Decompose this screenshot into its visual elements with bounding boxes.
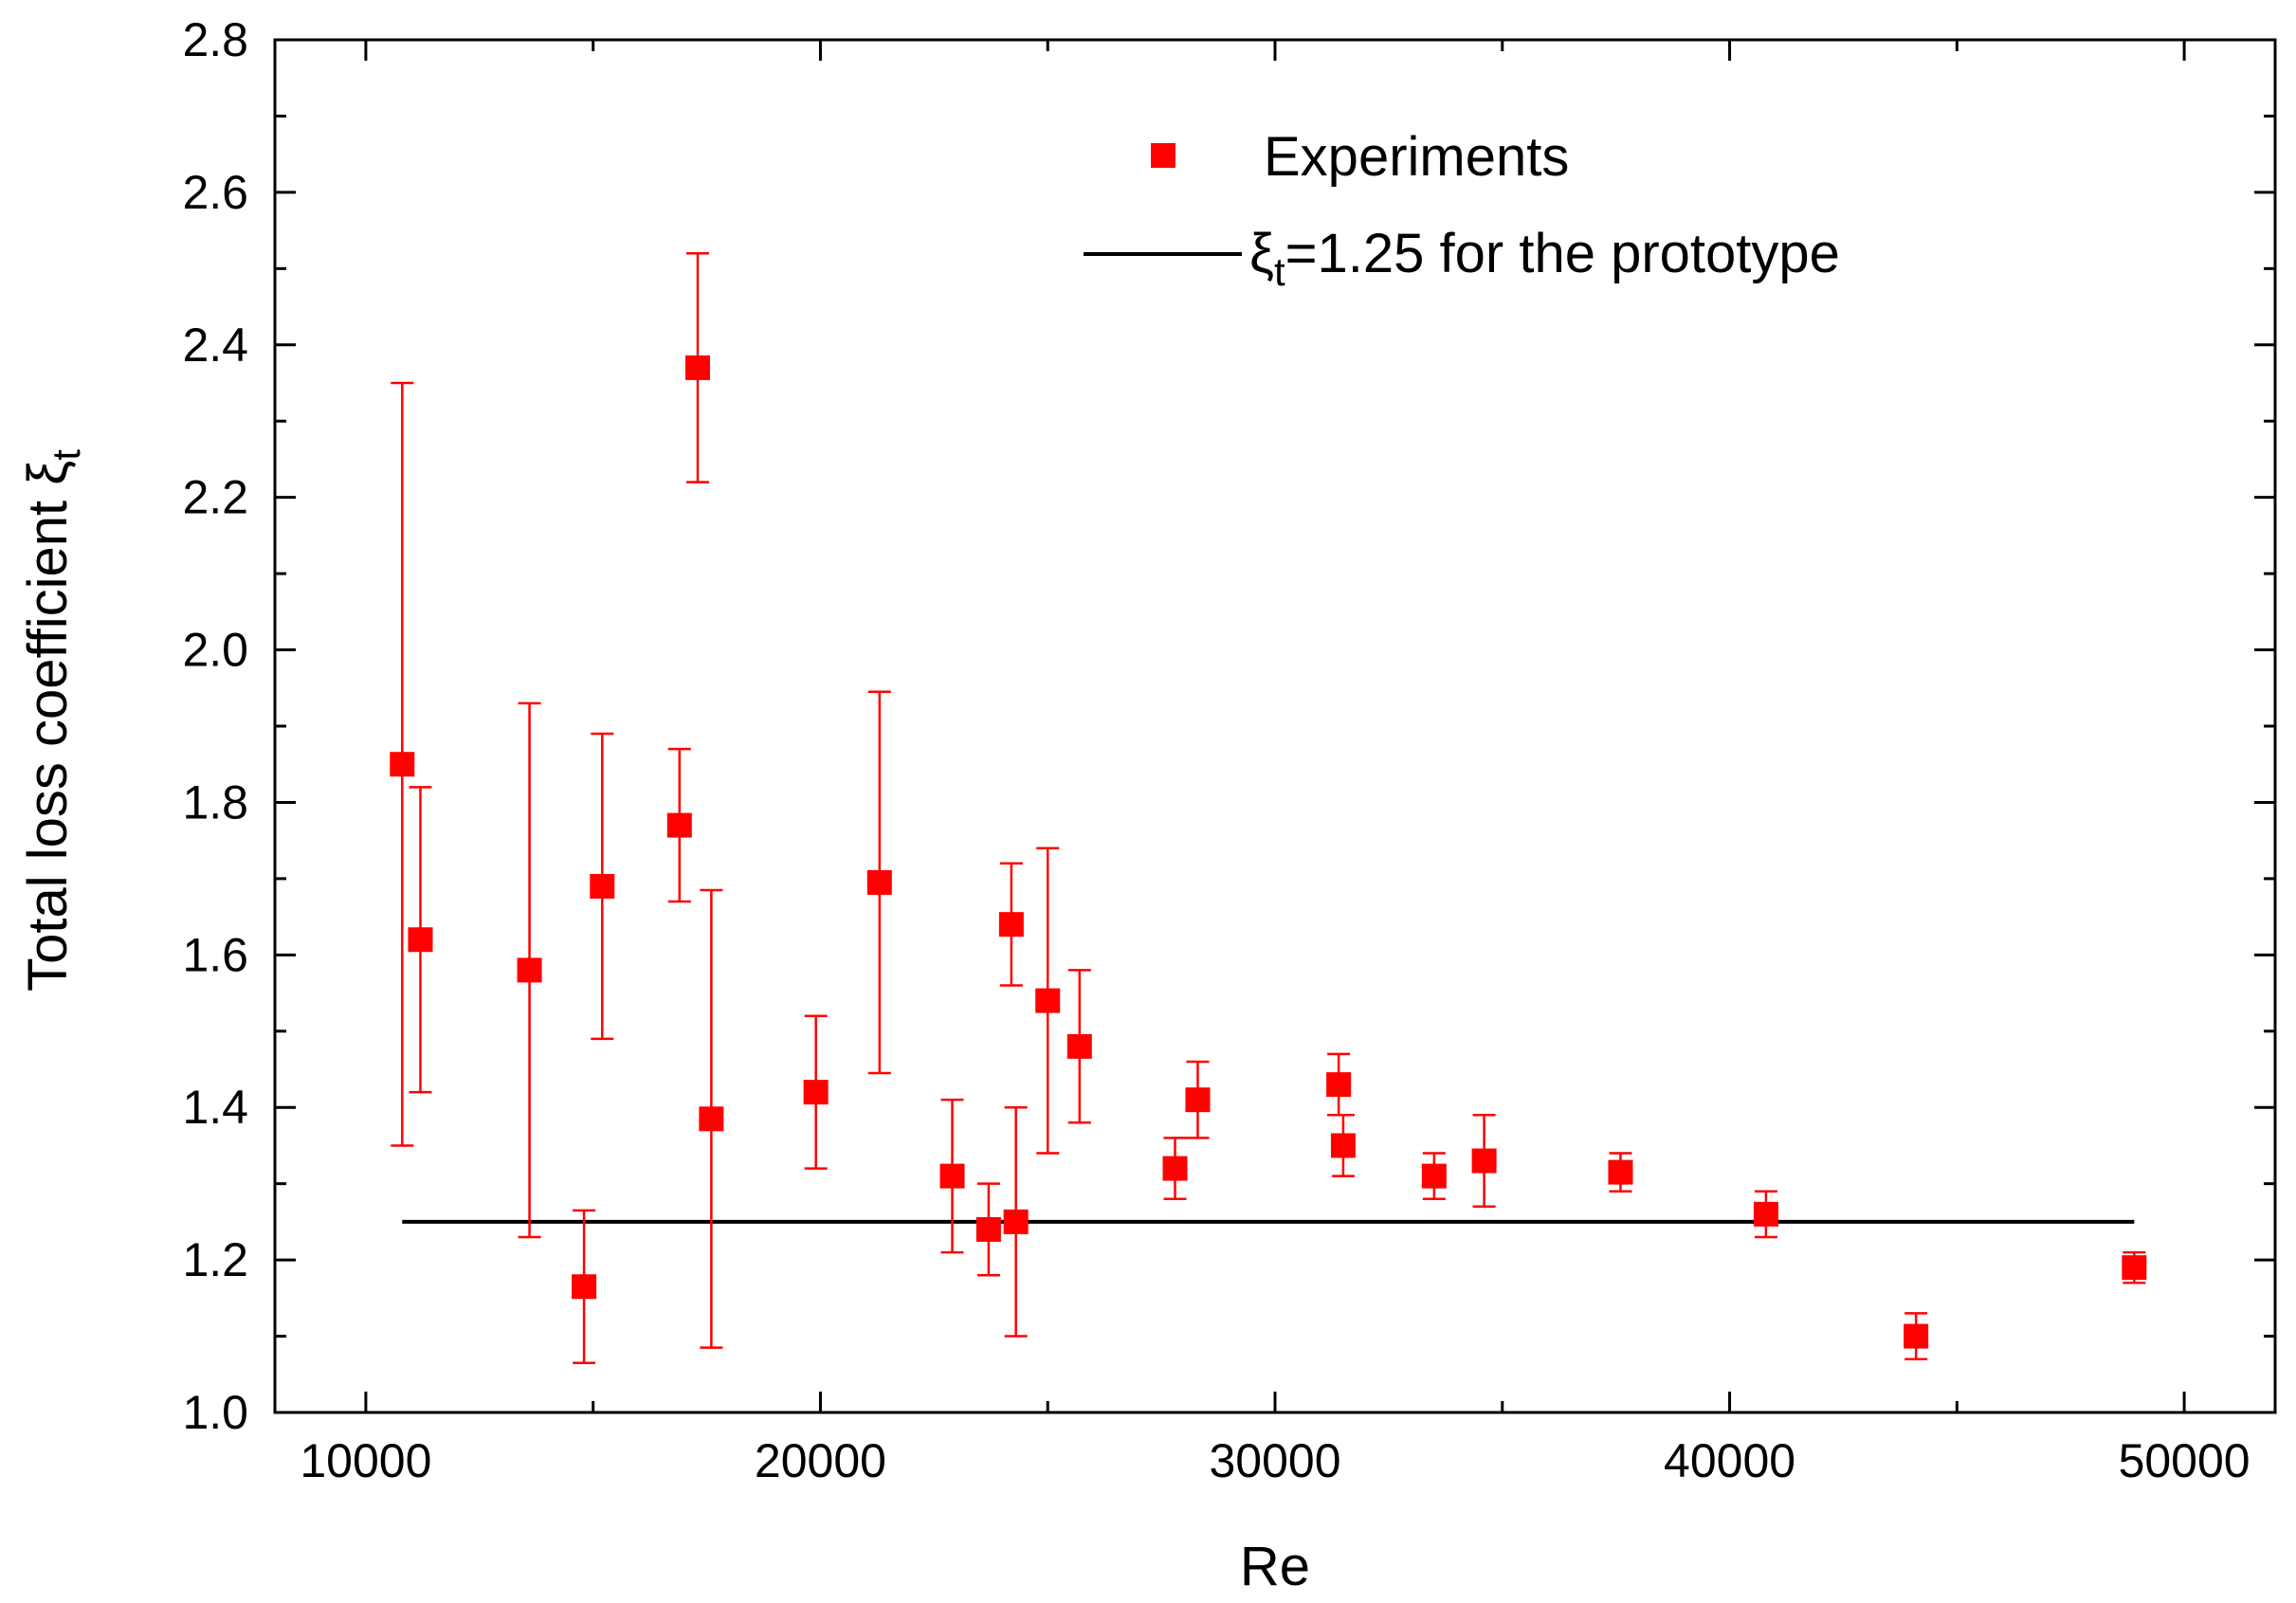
- y-tick-label: 2.2: [182, 471, 248, 524]
- legend-prototype-label: ξt=1.25 for the prototype: [1249, 223, 1840, 294]
- y-tick-label: 2.0: [182, 624, 248, 677]
- data-point: [1608, 1159, 1633, 1185]
- data-point: [1421, 1163, 1447, 1189]
- data-point: [1162, 1156, 1188, 1181]
- data-point: [1185, 1087, 1211, 1113]
- y-axis-title-main: Total loss coefficient: [17, 485, 79, 992]
- error-bars: [391, 251, 2146, 1364]
- data-point: [1326, 1072, 1352, 1098]
- y-tick-label: 1.2: [182, 1233, 248, 1286]
- legend-experiments-marker: [1151, 143, 1175, 168]
- y-tick-label: 2.8: [182, 13, 248, 66]
- legend-prototype-subscript: t: [1274, 249, 1285, 294]
- y-tick-label: 1.8: [182, 775, 248, 829]
- y-tick-label: 1.0: [182, 1386, 248, 1439]
- x-tick-label: 30000: [1209, 1434, 1340, 1487]
- y-tick-label: 2.6: [182, 166, 248, 219]
- y-tick-label: 1.4: [182, 1081, 248, 1134]
- data-point: [1035, 988, 1061, 1013]
- data-point: [1904, 1323, 1929, 1349]
- data-point: [2122, 1255, 2147, 1281]
- data-point: [939, 1163, 965, 1189]
- legend: Experiments ξt=1.25 for the prototype: [1084, 126, 1840, 294]
- y-tick-label: 1.6: [182, 928, 248, 981]
- x-tick-label: 10000: [300, 1434, 431, 1487]
- x-tick-label: 40000: [1664, 1434, 1795, 1487]
- data-point: [975, 1216, 1001, 1242]
- y-axis-title: Total loss coefficient ξt: [17, 449, 88, 992]
- legend-prototype-text: =1.25 for the prototype: [1285, 223, 1840, 284]
- data-points: [390, 355, 2147, 1349]
- data-point: [390, 752, 415, 777]
- plot-frame: [273, 38, 2277, 1414]
- data-point: [408, 927, 433, 953]
- axis-tick-labels: 10000 20000 30000 40000 50000 1.0 1.2 1.4 1.6 1.8…: [182, 13, 2250, 1487]
- x-tick-label: 50000: [2119, 1434, 2250, 1487]
- y-axis-title-symbol: ξ: [17, 461, 79, 485]
- data-point: [866, 869, 892, 895]
- data-point: [1330, 1133, 1356, 1158]
- data-point: [666, 812, 692, 838]
- legend-prototype-symbol: ξ: [1249, 223, 1274, 284]
- data-point: [699, 1106, 724, 1132]
- data-point: [1003, 1209, 1029, 1234]
- legend-experiments-label: Experiments: [1264, 126, 1569, 188]
- data-point: [572, 1274, 597, 1300]
- data-point: [803, 1080, 829, 1105]
- data-point: [517, 957, 542, 983]
- y-axis-title-subscript: t: [44, 449, 88, 461]
- axis-ticks: [275, 38, 2275, 1414]
- x-tick-label: 20000: [755, 1434, 886, 1487]
- x-axis-title: Re: [1240, 1536, 1310, 1597]
- data-point: [590, 873, 615, 899]
- y-tick-label: 2.4: [182, 319, 248, 372]
- data-point: [1753, 1201, 1778, 1227]
- data-point: [998, 912, 1024, 938]
- data-point: [1066, 1033, 1092, 1059]
- data-point: [1471, 1148, 1497, 1174]
- data-point: [684, 355, 710, 380]
